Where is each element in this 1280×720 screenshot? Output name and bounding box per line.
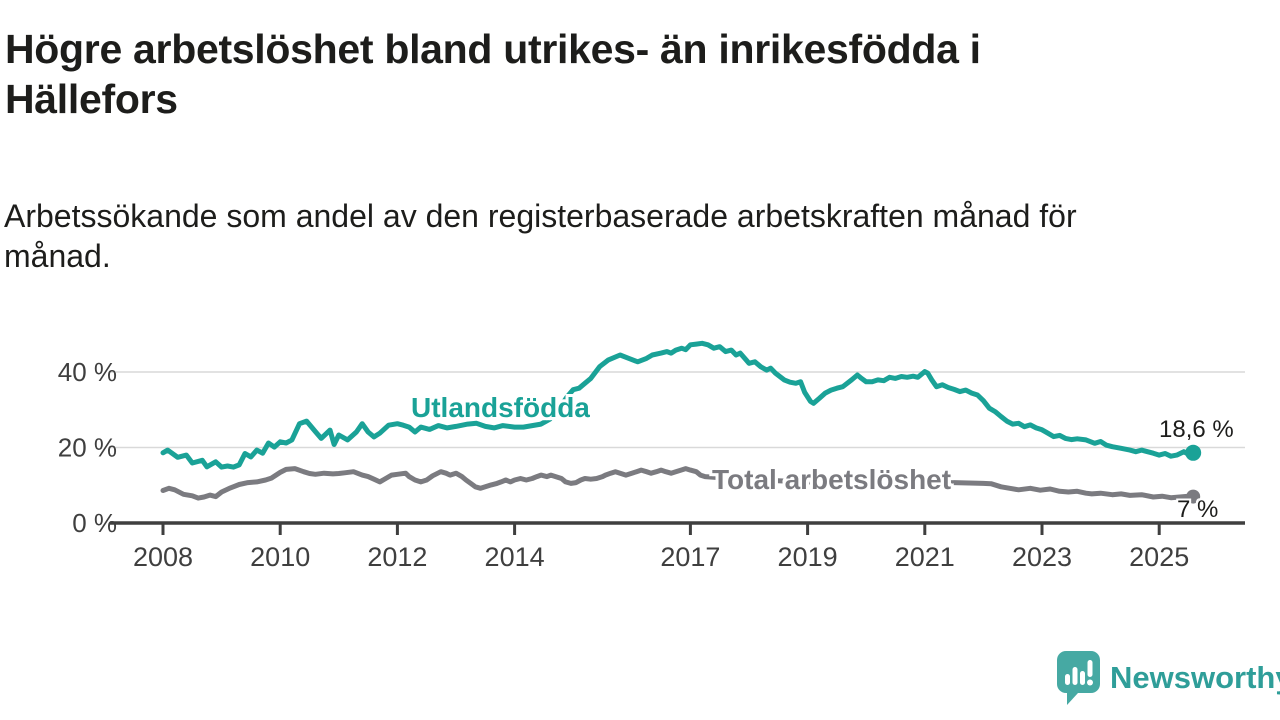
newsworthy-logo-text: Newsworthy: [1110, 659, 1280, 695]
chart-subtitle-line2: månad.: [4, 238, 111, 274]
end-value-label-utlandsfodda: 18,6 %: [1159, 416, 1234, 443]
series-line-total-arbetsloshet: [160, 466, 1196, 501]
x-tick-label: 2012: [367, 542, 427, 572]
x-tick-label: 2017: [660, 542, 720, 572]
chart-title: Högre arbetslöshet bland utrikes- än inr…: [5, 24, 981, 124]
newsworthy-logo: Newsworthy: [1056, 648, 1280, 706]
y-tick-label: 20 %: [58, 433, 117, 463]
x-tick-label: 2019: [778, 542, 838, 572]
x-tick-label: 2014: [485, 542, 545, 572]
series-label-total-arbetsloshet: Total arbetslöshet: [712, 464, 952, 495]
y-tick-label: 40 %: [58, 357, 117, 387]
newsworthy-logo-icon: [1057, 650, 1100, 705]
series-end-dot-utlandsfodda: [1185, 444, 1202, 461]
chart-title-line2: Hällefors: [5, 76, 178, 122]
y-tick-label: 0 %: [72, 508, 117, 538]
x-tick-label: 2010: [250, 542, 310, 572]
end-value-label-total: 7 %: [1177, 496, 1219, 523]
x-tick-label: 2008: [133, 542, 193, 572]
logo-bar-1: [1065, 673, 1070, 685]
logo-bar-3: [1080, 670, 1085, 685]
series-label-utlandsfodda: Utlandsfödda: [411, 392, 590, 423]
logo-exclamation-dot: [1087, 679, 1093, 685]
series-end-dot-total-arbetsloshet: [1186, 489, 1201, 504]
series-line-utlandsfodda: [160, 340, 1196, 470]
logo-exclamation-bar: [1087, 659, 1093, 677]
x-tick-label: 2021: [895, 542, 955, 572]
x-tick-label: 2023: [1012, 542, 1072, 572]
chart-subtitle: Arbetssökande som andel av den registerb…: [4, 196, 1077, 276]
logo-bar-2: [1072, 666, 1078, 685]
chart-subtitle-line1: Arbetssökande som andel av den registerb…: [4, 198, 1077, 234]
x-tick-label: 2025: [1129, 542, 1189, 572]
chart-title-line1: Högre arbetslöshet bland utrikes- än inr…: [5, 26, 981, 72]
